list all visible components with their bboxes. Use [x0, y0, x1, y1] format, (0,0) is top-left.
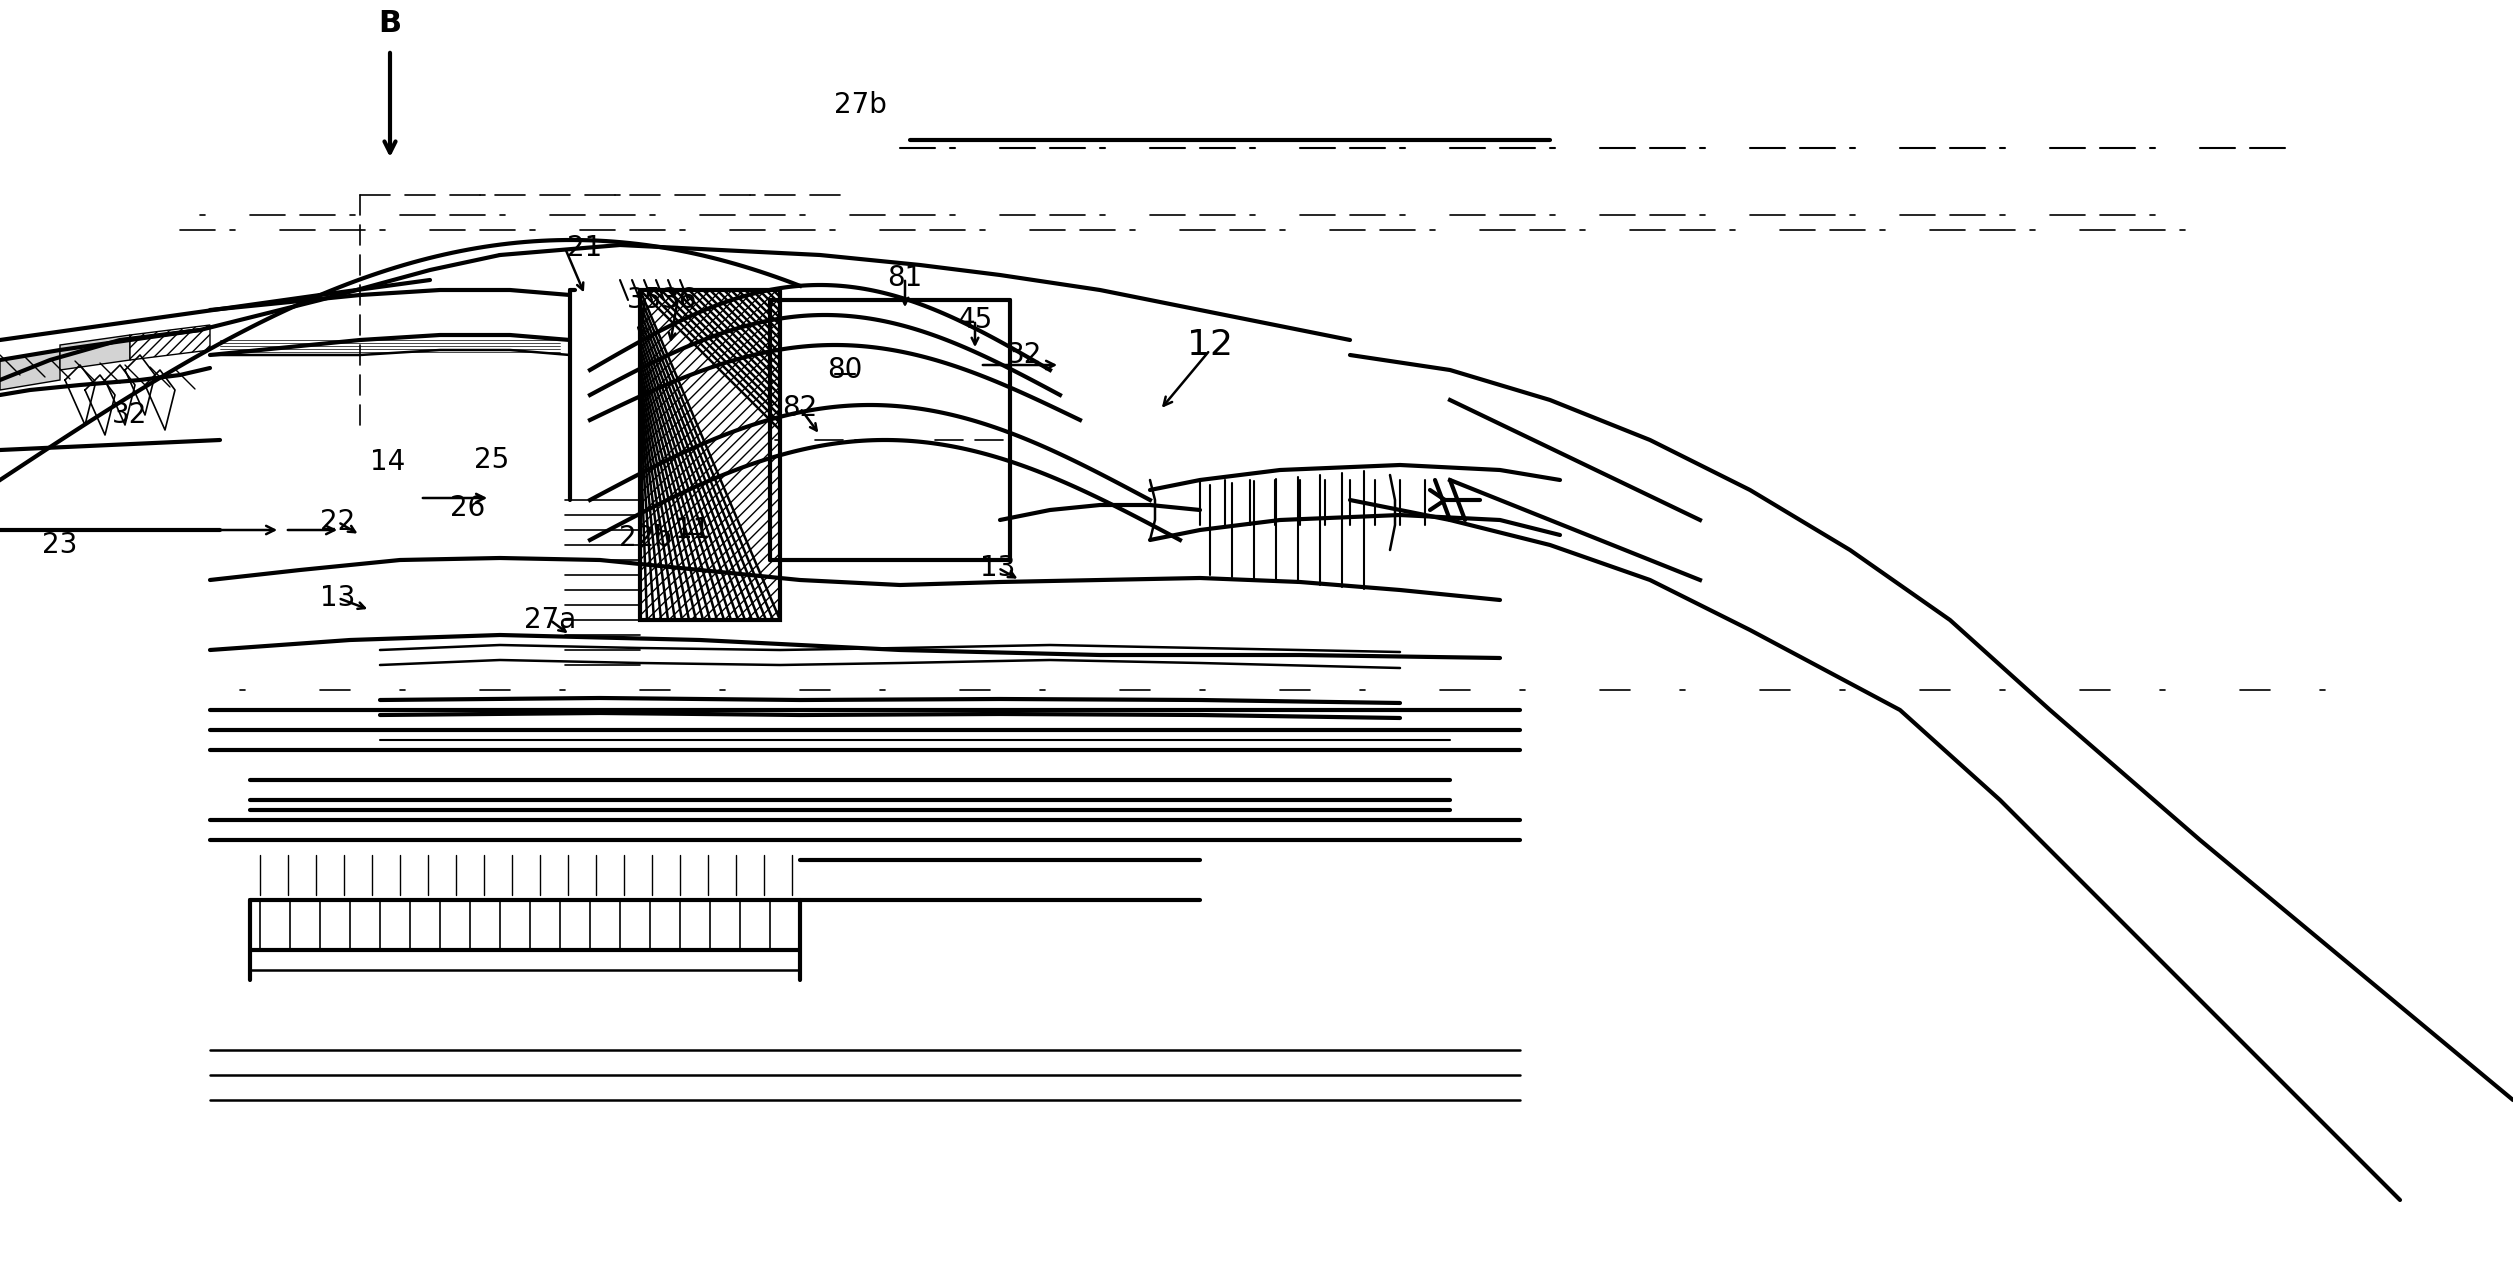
Text: 27b: 27b — [834, 90, 887, 118]
Text: 81: 81 — [887, 264, 922, 292]
Text: 22: 22 — [319, 508, 357, 536]
Text: 21: 21 — [568, 234, 603, 262]
Text: 22b: 22b — [618, 524, 671, 552]
Text: 23: 23 — [43, 531, 78, 559]
Text: B: B — [379, 9, 402, 38]
Text: 25: 25 — [475, 446, 510, 474]
Text: 27a: 27a — [523, 606, 575, 634]
Text: 26: 26 — [450, 494, 485, 522]
Text: 80: 80 — [827, 355, 862, 383]
Text: 45: 45 — [957, 306, 993, 334]
Text: 32: 32 — [1008, 341, 1043, 369]
Polygon shape — [60, 335, 131, 369]
Text: 13: 13 — [319, 583, 357, 612]
Text: 13: 13 — [980, 554, 1015, 582]
Polygon shape — [0, 350, 60, 390]
Polygon shape — [641, 290, 779, 620]
Text: 14: 14 — [369, 448, 405, 476]
Text: 11: 11 — [676, 516, 711, 544]
Text: 36: 36 — [663, 285, 699, 313]
Text: 35: 35 — [628, 285, 663, 313]
Text: 32: 32 — [113, 401, 148, 429]
Text: 12: 12 — [1186, 327, 1234, 362]
Polygon shape — [131, 325, 211, 361]
Text: 82: 82 — [782, 394, 817, 422]
